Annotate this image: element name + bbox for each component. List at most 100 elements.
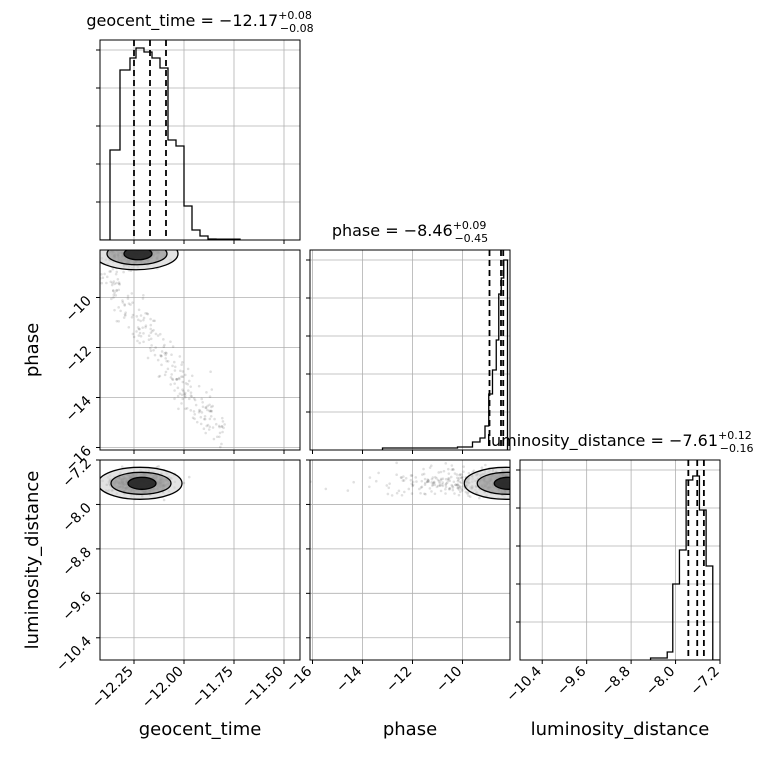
scatter-point [189, 391, 193, 394]
scatter-point [117, 288, 121, 292]
scatter-point [399, 476, 403, 479]
scatter-point [456, 483, 459, 486]
scatter-point [462, 465, 465, 468]
scatter-point [149, 241, 152, 244]
panel-geocent_time-geocent_time [96, 39, 301, 244]
scatter-point [192, 397, 196, 400]
scatter-point [218, 435, 221, 439]
title-upper: +0.09 [453, 219, 487, 232]
scatter-point [158, 332, 162, 336]
scatter-point [115, 319, 119, 323]
scatter-point [150, 245, 153, 248]
scatter-point [112, 280, 116, 283]
scatter-point [117, 240, 120, 243]
scatter-point [400, 493, 404, 497]
scatter-point [100, 281, 104, 285]
scatter-point [512, 482, 515, 485]
scatter-point [146, 247, 149, 250]
panel-title-phase: phase = −8.46+0.09 −0.45 [332, 219, 488, 245]
scatter-point [456, 486, 460, 490]
scatter-point [121, 247, 124, 250]
scatter-point [189, 409, 193, 412]
scatter-point [164, 353, 167, 357]
scatter-point [136, 245, 139, 248]
tick-label-phase: −14 [63, 393, 95, 425]
scatter-point [173, 397, 176, 401]
scatter-point [159, 353, 162, 357]
scatter-point [145, 243, 148, 246]
scatter-point [441, 483, 444, 486]
panel-frame [99, 39, 301, 241]
scatter-point [124, 314, 127, 317]
scatter-point [511, 480, 514, 483]
scatter-point [415, 480, 418, 483]
scatter-point [119, 309, 122, 313]
scatter-point [130, 292, 134, 295]
panel-content [100, 465, 191, 502]
scatter-point [127, 243, 130, 246]
scatter-point [444, 482, 448, 485]
scatter-point [181, 370, 185, 373]
scatter-point [512, 486, 515, 489]
scatter-point [120, 465, 124, 468]
scatter-point [516, 479, 519, 482]
scatter-point [209, 410, 212, 413]
scatter-point [512, 480, 515, 483]
scatter-point [219, 445, 222, 449]
scatter-point [438, 484, 442, 487]
scatter-point [513, 480, 516, 483]
panel-title-luminosity_distance: luminosity_distance = −7.61+0.12 −0.16 [487, 429, 754, 455]
scatter-point [134, 246, 137, 249]
tick-label-phase: −12 [383, 664, 415, 696]
scatter-point [141, 247, 144, 250]
scatter-point [182, 481, 186, 485]
scatter-point [181, 360, 184, 364]
scatter-point [513, 480, 516, 483]
scatter-point [432, 481, 436, 485]
histogram-luminosity_distance [649, 475, 720, 660]
scatter-point [138, 240, 141, 243]
scatter-point [433, 475, 437, 479]
scatter-point [132, 335, 136, 339]
scatter-point [175, 378, 179, 381]
scatter-point [142, 293, 145, 297]
scatter-point [404, 476, 408, 480]
scatter-point [126, 297, 130, 300]
scatter-point [202, 427, 206, 430]
scatter-point [451, 467, 455, 471]
scatter-point [512, 479, 515, 482]
scatter-point [152, 349, 155, 352]
scatter-point [206, 408, 209, 412]
scatter-point [128, 246, 131, 249]
scatter-point [444, 477, 448, 481]
panel-phase-luminosity_distance: −16 −14 −12 −10 [283, 459, 519, 696]
scatter-point [185, 406, 189, 410]
scatter-point [513, 479, 516, 482]
scatter-point [208, 395, 212, 398]
tick-label-luminosity_distance: −9.6 [59, 589, 94, 624]
scatter-point [162, 338, 165, 341]
scatter-point [511, 490, 514, 493]
scatter-point [197, 410, 201, 414]
tick-label-geocent_time: −12.25 [89, 664, 137, 712]
scatter-point [122, 244, 125, 247]
scatter-point [439, 477, 443, 481]
scatter-point [176, 386, 180, 390]
scatter-point [450, 483, 454, 487]
scatter-point [173, 369, 177, 372]
scatter-point [178, 355, 182, 358]
scatter-point [446, 477, 450, 480]
scatter-point [484, 463, 487, 467]
scatter-point [218, 431, 222, 435]
scatter-point [137, 308, 141, 312]
scatter-point [170, 377, 174, 381]
scatter-point [138, 327, 141, 331]
scatter-point [214, 422, 218, 426]
scatter-point [144, 311, 147, 315]
density-contour [123, 250, 153, 261]
tick-label-luminosity_distance: −8.8 [599, 664, 634, 699]
scatter-point [450, 464, 454, 467]
scatter-point [112, 244, 115, 247]
scatter-point [446, 467, 450, 471]
scatter-point [205, 424, 209, 428]
